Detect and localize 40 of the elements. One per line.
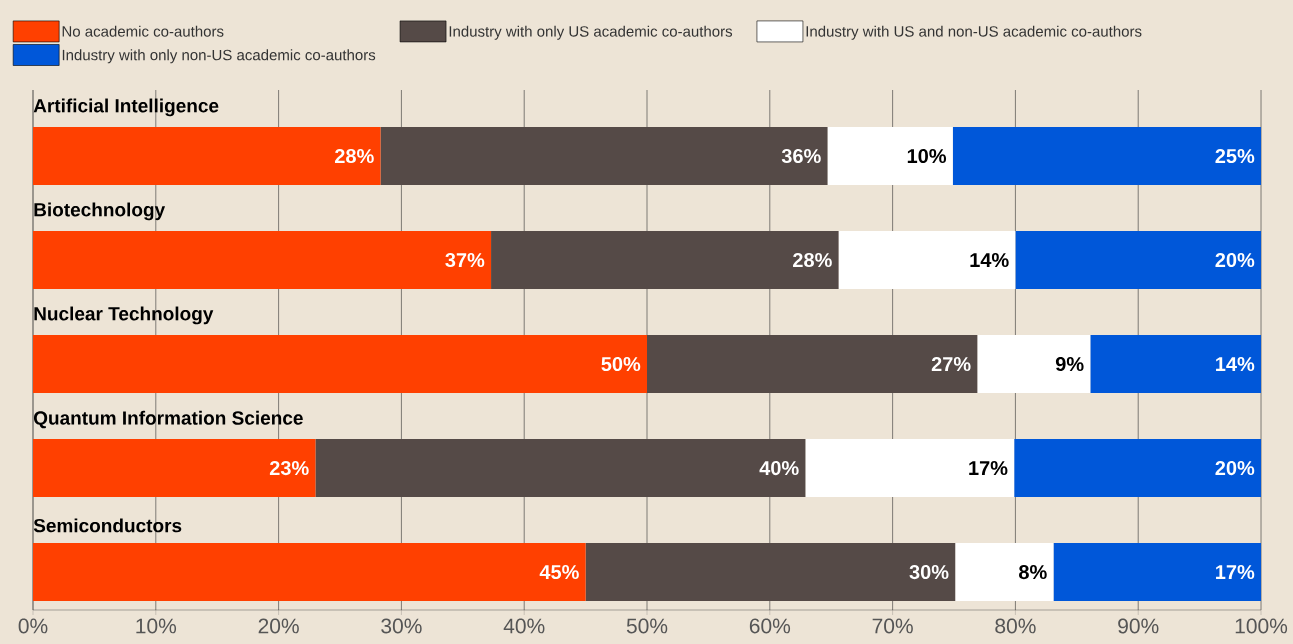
data-label: 14% bbox=[970, 252, 1009, 268]
y-tick-label: Biotechnology bbox=[34, 202, 166, 221]
data-label: 20% bbox=[1215, 460, 1255, 476]
x-tick-label: 0% bbox=[18, 618, 48, 634]
data-label: 10% bbox=[907, 148, 947, 164]
data-label: 25% bbox=[1215, 148, 1255, 164]
data-label: 40% bbox=[759, 460, 799, 476]
data-label: 28% bbox=[334, 148, 374, 164]
x-tick-label: 10% bbox=[136, 618, 177, 634]
data-label: 9% bbox=[1055, 356, 1084, 372]
x-tick-label: 90% bbox=[1118, 618, 1159, 634]
x-tick-label: 60% bbox=[749, 618, 791, 634]
data-label: 8% bbox=[1019, 564, 1047, 580]
y-tick-label: Artificial Intelligence bbox=[33, 98, 219, 117]
x-tick-label: 40% bbox=[503, 618, 545, 634]
y-tick-label: Quantum Information Science bbox=[33, 410, 303, 429]
y-tick-label: Semiconductors bbox=[33, 518, 182, 533]
data-label: 20% bbox=[1215, 252, 1255, 268]
data-label: 28% bbox=[793, 252, 832, 268]
y-tick-label: Nuclear Technology bbox=[34, 306, 214, 325]
data-label: 30% bbox=[909, 564, 949, 580]
data-label: 27% bbox=[931, 356, 971, 372]
x-tick-label: 100% bbox=[1235, 618, 1288, 634]
legend-label: Industry with US and non-US academic co-authors bbox=[806, 25, 1142, 40]
legend-label: Industry with only US academic co-authors bbox=[449, 25, 733, 40]
data-label: 37% bbox=[445, 252, 485, 268]
data-label: 36% bbox=[781, 148, 821, 164]
data-label: 17% bbox=[969, 461, 1008, 476]
data-label: 50% bbox=[601, 356, 641, 372]
data-label: 45% bbox=[539, 564, 579, 580]
data-label: 14% bbox=[1216, 356, 1255, 372]
legend-label: No academic co-authors bbox=[62, 25, 224, 37]
x-tick-label: 50% bbox=[626, 618, 668, 634]
x-tick-label: 80% bbox=[995, 618, 1036, 634]
legend-label: Industry with only non-US academic co-authors bbox=[62, 49, 376, 64]
data-label: 23% bbox=[269, 460, 309, 476]
x-tick-label: 70% bbox=[872, 618, 913, 634]
x-tick-label: 20% bbox=[258, 618, 299, 634]
x-tick-label: 30% bbox=[381, 618, 422, 634]
data-label: 17% bbox=[1216, 565, 1255, 580]
